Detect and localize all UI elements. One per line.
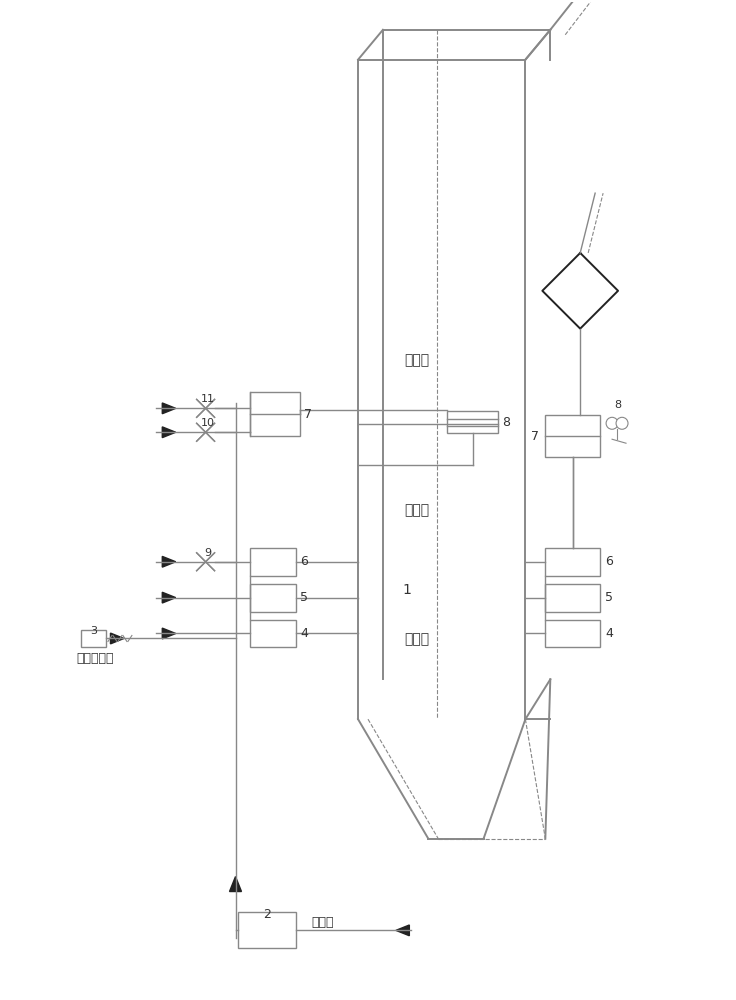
Text: 4: 4 bbox=[605, 627, 613, 640]
Circle shape bbox=[616, 417, 628, 429]
Text: 5: 5 bbox=[300, 591, 308, 604]
Text: 6: 6 bbox=[605, 555, 613, 568]
Polygon shape bbox=[162, 628, 176, 639]
Bar bbox=[545, 620, 600, 647]
Text: 9: 9 bbox=[204, 548, 211, 558]
Polygon shape bbox=[396, 925, 409, 936]
Circle shape bbox=[606, 417, 618, 429]
Bar bbox=[447, 411, 498, 433]
Polygon shape bbox=[110, 633, 124, 644]
Text: 7: 7 bbox=[304, 408, 312, 421]
Polygon shape bbox=[162, 592, 176, 603]
Text: 还原区: 还原区 bbox=[404, 503, 429, 517]
Bar bbox=[81, 630, 106, 647]
Polygon shape bbox=[162, 427, 176, 438]
Bar bbox=[545, 415, 600, 457]
Text: 6: 6 bbox=[300, 555, 308, 568]
Bar bbox=[250, 392, 300, 436]
Text: 3: 3 bbox=[90, 626, 97, 636]
Text: 8: 8 bbox=[503, 416, 511, 429]
Polygon shape bbox=[230, 877, 241, 892]
Polygon shape bbox=[162, 403, 176, 414]
Text: 10: 10 bbox=[201, 418, 215, 428]
Text: 热风来: 热风来 bbox=[311, 916, 333, 929]
Bar bbox=[250, 620, 297, 647]
Bar bbox=[250, 548, 297, 576]
Text: 燃尽区: 燃尽区 bbox=[404, 354, 429, 368]
Text: 5: 5 bbox=[605, 591, 613, 604]
Bar bbox=[545, 584, 600, 612]
Text: 7: 7 bbox=[531, 430, 539, 443]
Text: 11: 11 bbox=[201, 394, 215, 404]
Bar bbox=[545, 548, 600, 576]
Text: 2: 2 bbox=[263, 908, 272, 921]
Polygon shape bbox=[162, 556, 176, 567]
Text: 主燃区: 主燃区 bbox=[404, 632, 429, 646]
Text: 煤粉气流来: 煤粉气流来 bbox=[76, 652, 113, 665]
Text: 4: 4 bbox=[300, 627, 308, 640]
Bar bbox=[250, 584, 297, 612]
Bar bbox=[238, 912, 297, 948]
Text: 8: 8 bbox=[614, 400, 621, 410]
Text: 1: 1 bbox=[402, 583, 411, 597]
